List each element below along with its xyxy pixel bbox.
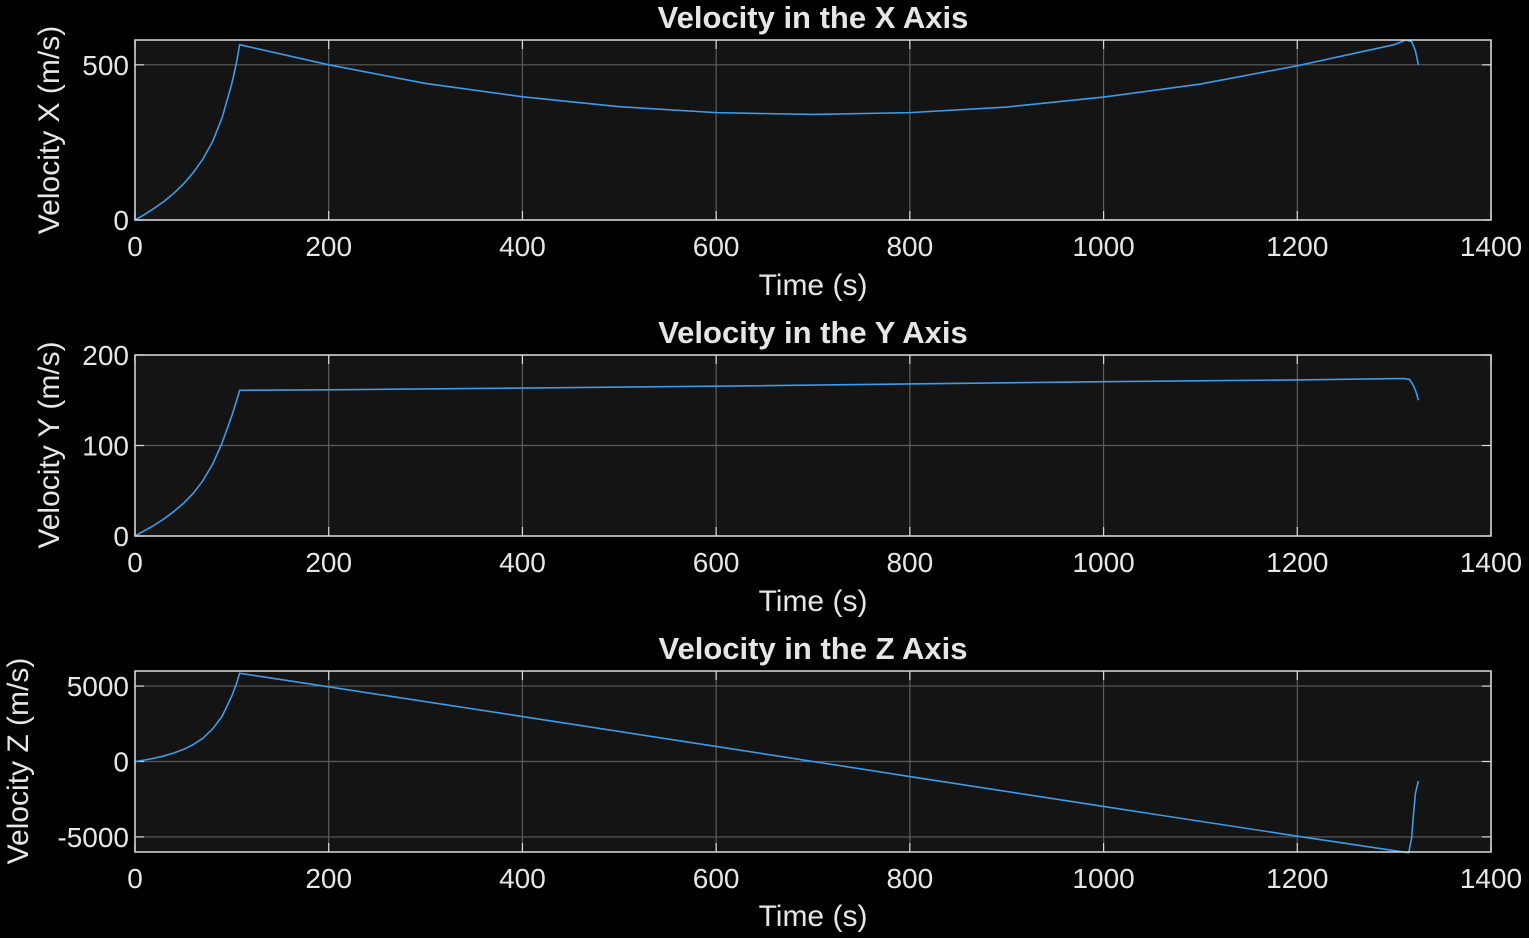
- chart-title: Velocity in the Y Axis: [658, 315, 968, 350]
- x-tick-label: 1000: [1072, 231, 1134, 262]
- x-tick-label: 1000: [1072, 547, 1134, 578]
- x-tick-label: 1400: [1460, 231, 1522, 262]
- x-tick-label: 0: [127, 547, 143, 578]
- data-series: [134, 39, 1420, 221]
- y-axis-label: Velocity Z (m/s): [2, 658, 35, 865]
- x-tick-label: 0: [127, 231, 143, 262]
- subplot-velocity-y: 0 200 400 600 800 1000 1200 1400 0 100 200 Velocit…: [33, 315, 1522, 618]
- x-axis-label: Time (s): [759, 269, 868, 302]
- x-tick-label: 1200: [1266, 231, 1328, 262]
- series-line: [134, 39, 1420, 221]
- x-tick-label: 800: [886, 547, 933, 578]
- chart-title: Velocity in the Z Axis: [659, 631, 968, 666]
- y-tick-label: 200: [82, 340, 129, 371]
- data-series: [134, 377, 1420, 537]
- x-tick-label: 0: [127, 863, 143, 894]
- axes-background: [135, 40, 1491, 220]
- tick-labels: 0 200 400 600 800 1000 1200 1400 -5000 0 5000: [57, 671, 1522, 894]
- series-line: [134, 377, 1420, 537]
- x-tick-label: 400: [499, 547, 546, 578]
- subplot-velocity-x: 0 200 400 600 800 1000 1200 1400 0 500 Velocity i…: [33, 0, 1522, 302]
- y-tick-label: 0: [113, 521, 129, 552]
- x-tick-label: 400: [499, 863, 546, 894]
- subplot-velocity-z: 0 200 400 600 800 1000 1200 1400 -5000 0 5000 Velo…: [2, 631, 1522, 933]
- y-tick-label: 0: [113, 205, 129, 236]
- x-tick-label: 200: [305, 863, 352, 894]
- x-tick-label: 400: [499, 231, 546, 262]
- y-axis-label: Velocity X (m/s): [33, 26, 66, 234]
- x-tick-label: 600: [693, 863, 740, 894]
- x-tick-label: 1400: [1460, 547, 1522, 578]
- x-axis-label: Time (s): [759, 900, 868, 933]
- y-tick-label: 0: [113, 747, 129, 778]
- axes-frame: [134, 39, 1492, 221]
- y-tick-label: 100: [82, 431, 129, 462]
- x-tick-label: 800: [886, 863, 933, 894]
- x-tick-label: 1200: [1266, 547, 1328, 578]
- x-tick-label: 600: [693, 547, 740, 578]
- x-tick-label: 1200: [1266, 863, 1328, 894]
- axes-frame: [134, 354, 1492, 537]
- x-tick-label: 600: [693, 231, 740, 262]
- axes-frame: [134, 670, 1492, 853]
- y-tick-label: 500: [82, 50, 129, 81]
- tick-labels: 0 200 400 600 800 1000 1200 1400 0 500: [82, 40, 1522, 262]
- y-tick-label: 5000: [67, 671, 129, 702]
- x-tick-label: 800: [886, 231, 933, 262]
- x-tick-label: 1400: [1460, 863, 1522, 894]
- x-tick-label: 200: [305, 231, 352, 262]
- y-axis-label: Velocity Y (m/s): [33, 341, 66, 548]
- x-tick-label: 1000: [1072, 863, 1134, 894]
- chart-title: Velocity in the X Axis: [658, 0, 969, 35]
- y-tick-label: -5000: [57, 822, 129, 853]
- x-tick-label: 200: [305, 547, 352, 578]
- x-axis-label: Time (s): [759, 585, 868, 618]
